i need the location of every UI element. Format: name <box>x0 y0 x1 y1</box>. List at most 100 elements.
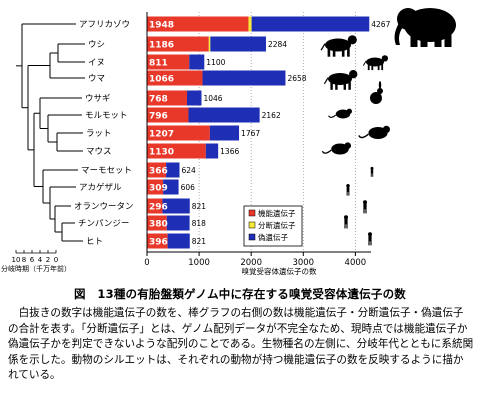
human-silhouette-torso <box>368 235 372 242</box>
species-label-6: ラット <box>86 129 112 139</box>
bar-fragment-1 <box>208 36 211 52</box>
phylogenetic-tree <box>16 23 85 242</box>
bars: 1948 4267 1186 2284 811 1100 1066 2658 768 1046 79… <box>147 16 391 249</box>
orangutan-silhouette-leg-left <box>363 209 365 214</box>
x-axis: 0 1000 2000 3000 4000 嗅覚受容体遺伝子の数 <box>144 12 371 276</box>
species-label-0: アフリカゾウ <box>79 20 130 30</box>
species-label-4: ウサギ <box>85 94 111 104</box>
cow-silhouette-leg-3 <box>347 47 350 57</box>
functional-label-5: 796 <box>149 112 168 122</box>
marmoset-silhouette-head <box>370 166 374 170</box>
human-silhouette-leg-right <box>370 241 372 246</box>
bar-pseudogene-11 <box>166 215 190 231</box>
mouse-silhouette <box>321 142 351 155</box>
x-tick-label-1000: 1000 <box>188 258 210 268</box>
elephant-leg-0 <box>410 35 418 47</box>
functional-label-8: 366 <box>149 167 168 177</box>
chimpanzee-silhouette <box>344 215 348 229</box>
species-label-10: オランウータン <box>74 202 134 212</box>
functional-label-0: 1948 <box>149 21 174 31</box>
horse-silhouette <box>323 70 358 90</box>
functional-label-6: 1207 <box>149 130 174 140</box>
tree-axis-label-0: 0 <box>54 256 58 264</box>
elephant-leg-3 <box>444 35 452 47</box>
bar-functional-1 <box>147 36 209 52</box>
bar-pseudogene-8 <box>166 162 180 178</box>
species-label-1: ウシ <box>88 40 105 50</box>
figure-description: 白抜きの数字は機能遺伝子の数を、棒グラフの右側の数は機能遺伝子・分断遺伝子・偽遺… <box>8 307 474 382</box>
dog-silhouette-leg-3 <box>381 63 384 71</box>
horse-silhouette-tail <box>323 77 329 85</box>
total-label-12: 821 <box>192 237 207 246</box>
horse-silhouette-leg-3 <box>348 81 351 90</box>
bar-pseudogene-3 <box>202 70 286 86</box>
bar-pseudogene-6 <box>209 125 240 141</box>
horse-silhouette-leg-0 <box>330 81 333 90</box>
mouse-silhouette-head <box>344 142 351 149</box>
bar-functional-3 <box>147 70 203 86</box>
legend-label-1: 分断遺伝子 <box>258 220 296 230</box>
total-label-1: 2284 <box>268 40 287 49</box>
bar-functional-6 <box>147 125 210 141</box>
total-label-9: 606 <box>181 183 196 192</box>
total-label-4: 1046 <box>203 94 222 103</box>
bar-pseudogene-9 <box>163 179 179 195</box>
rat-silhouette-head <box>382 125 390 133</box>
bar-functional-8 <box>147 162 167 178</box>
species-label-3: ウマ <box>88 74 105 84</box>
bar-fragment-0 <box>248 16 252 32</box>
species-label-12: ヒト <box>86 237 103 247</box>
x-tick-label-0: 0 <box>144 258 149 268</box>
bar-functional-4 <box>147 90 188 106</box>
tree-axis-label-4: 4 <box>38 256 43 264</box>
x-axis-title: 嗅覚受容体遺伝子の数 <box>242 266 317 276</box>
orangutan-silhouette-torso <box>363 203 367 210</box>
guinea-pig-silhouette-body <box>335 109 351 119</box>
total-label-10: 821 <box>192 202 207 211</box>
rat-silhouette <box>358 125 390 139</box>
rat-silhouette-body <box>368 127 388 139</box>
cow-silhouette <box>320 35 357 57</box>
macaque-silhouette-leg-right <box>348 192 350 196</box>
chimpanzee-silhouette-leg-left <box>344 224 346 229</box>
cow-silhouette-tail <box>320 43 326 51</box>
total-label-3: 2658 <box>287 74 306 83</box>
total-label-2: 1100 <box>206 58 225 67</box>
animal-silhouettes <box>320 8 456 246</box>
species-label-7: マウス <box>86 147 112 157</box>
human-silhouette <box>368 232 372 246</box>
macaque-silhouette-head <box>346 184 350 188</box>
elephant-silhouette <box>394 8 456 47</box>
functional-label-2: 811 <box>149 59 168 69</box>
bar-pseudogene-0 <box>251 16 370 32</box>
total-label-6: 1767 <box>241 129 260 138</box>
total-label-5: 2162 <box>262 111 281 120</box>
dog-silhouette-head <box>381 55 389 62</box>
functional-label-1: 1186 <box>149 41 174 51</box>
orangutan-silhouette <box>363 200 367 214</box>
cow-silhouette-head <box>347 35 357 45</box>
marmoset-silhouette-leg-left <box>370 173 372 177</box>
cow-silhouette-leg-2 <box>341 47 345 57</box>
elephant-leg-2 <box>434 35 442 47</box>
bar-pseudogene-7 <box>205 143 219 159</box>
rabbit-silhouette-body <box>370 92 382 104</box>
marmoset-silhouette-leg-right <box>372 173 374 177</box>
dog-silhouette <box>362 55 389 71</box>
guinea-pig-silhouette-head <box>346 108 352 114</box>
functional-label-4: 768 <box>149 95 168 105</box>
legend-label-2: 偽遺伝子 <box>258 232 288 242</box>
bar-functional-10 <box>147 198 163 214</box>
species-label-9: アカゲザル <box>79 182 122 193</box>
bar-pseudogene-4 <box>187 90 202 106</box>
bar-pseudogene-12 <box>167 233 190 249</box>
species-label-8: マーモセット <box>81 166 132 176</box>
cow-silhouette-leg-0 <box>327 47 331 57</box>
chimpanzee-silhouette-leg-right <box>346 224 348 229</box>
dog-silhouette-tail <box>362 60 367 66</box>
orangutan-silhouette-leg-right <box>365 209 367 214</box>
dog-silhouette-leg-1 <box>371 63 374 71</box>
macaque-silhouette-leg-left <box>346 192 348 196</box>
